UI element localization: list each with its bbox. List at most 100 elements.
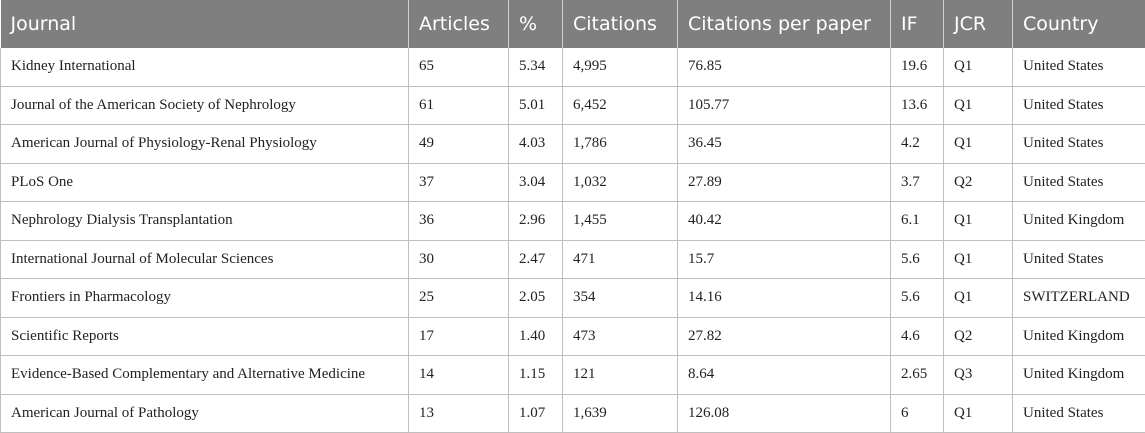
- cell-citations-per-paper: 8.64: [677, 355, 891, 395]
- cell-journal: Frontiers in Pharmacology: [0, 278, 409, 318]
- cell-percent: 2.05: [508, 278, 563, 318]
- header-citations: Citations: [562, 0, 678, 48]
- cell-journal: Nephrology Dialysis Transplantation: [0, 201, 409, 241]
- header-journal: Journal: [0, 0, 409, 48]
- cell-percent: 2.47: [508, 240, 563, 279]
- cell-citations-per-paper: 27.89: [677, 163, 891, 202]
- cell-articles: 36: [408, 201, 509, 241]
- cell-journal: Evidence-Based Complementary and Alterna…: [0, 355, 409, 395]
- cell-citations: 121: [562, 355, 678, 395]
- table-row: International Journal of Molecular Scien…: [0, 240, 1145, 279]
- cell-impact-factor: 5.6: [890, 278, 944, 318]
- cell-articles: 25: [408, 278, 509, 318]
- cell-impact-factor: 4.2: [890, 124, 944, 164]
- cell-country: United States: [1012, 124, 1145, 164]
- cell-jcr: Q1: [943, 240, 1013, 279]
- cell-articles: 14: [408, 355, 509, 395]
- cell-impact-factor: 3.7: [890, 163, 944, 202]
- cell-country: United States: [1012, 48, 1145, 87]
- cell-citations: 1,455: [562, 201, 678, 241]
- cell-citations-per-paper: 40.42: [677, 201, 891, 241]
- cell-journal: International Journal of Molecular Scien…: [0, 240, 409, 279]
- cell-citations-per-paper: 105.77: [677, 86, 891, 125]
- cell-journal: Journal of the American Society of Nephr…: [0, 86, 409, 125]
- cell-citations-per-paper: 76.85: [677, 48, 891, 87]
- table-row: American Journal of Pathology 13 1.07 1,…: [0, 394, 1145, 433]
- table-row: Scientific Reports 17 1.40 473 27.82 4.6…: [0, 317, 1145, 356]
- header-articles: Articles: [408, 0, 509, 48]
- cell-country: United Kingdom: [1012, 355, 1145, 395]
- cell-impact-factor: 4.6: [890, 317, 944, 356]
- header-row: Journal Articles % Citations Citations p…: [0, 0, 1145, 48]
- cell-country: United States: [1012, 86, 1145, 125]
- cell-journal: American Journal of Pathology: [0, 394, 409, 433]
- table-row: Nephrology Dialysis Transplantation 36 2…: [0, 201, 1145, 241]
- cell-percent: 1.15: [508, 355, 563, 395]
- cell-citations-per-paper: 126.08: [677, 394, 891, 433]
- cell-citations: 6,452: [562, 86, 678, 125]
- cell-citations-per-paper: 36.45: [677, 124, 891, 164]
- cell-articles: 17: [408, 317, 509, 356]
- cell-jcr: Q2: [943, 317, 1013, 356]
- cell-impact-factor: 2.65: [890, 355, 944, 395]
- cell-jcr: Q3: [943, 355, 1013, 395]
- table-row: American Journal of Physiology-Renal Phy…: [0, 124, 1145, 164]
- cell-country: SWITZERLAND: [1012, 278, 1145, 318]
- header-percent: %: [508, 0, 563, 48]
- cell-citations: 471: [562, 240, 678, 279]
- cell-articles: 13: [408, 394, 509, 433]
- cell-percent: 3.04: [508, 163, 563, 202]
- cell-jcr: Q1: [943, 278, 1013, 318]
- cell-jcr: Q1: [943, 86, 1013, 125]
- cell-country: United States: [1012, 394, 1145, 433]
- cell-jcr: Q2: [943, 163, 1013, 202]
- cell-country: United States: [1012, 240, 1145, 279]
- cell-articles: 65: [408, 48, 509, 87]
- cell-jcr: Q1: [943, 394, 1013, 433]
- cell-citations: 473: [562, 317, 678, 356]
- cell-articles: 61: [408, 86, 509, 125]
- cell-journal: American Journal of Physiology-Renal Phy…: [0, 124, 409, 164]
- cell-impact-factor: 13.6: [890, 86, 944, 125]
- cell-country: United States: [1012, 163, 1145, 202]
- cell-percent: 1.07: [508, 394, 563, 433]
- cell-percent: 1.40: [508, 317, 563, 356]
- cell-journal: Scientific Reports: [0, 317, 409, 356]
- table-row: Kidney International 65 5.34 4,995 76.85…: [0, 48, 1145, 87]
- cell-country: United Kingdom: [1012, 201, 1145, 241]
- cell-citations-per-paper: 15.7: [677, 240, 891, 279]
- cell-articles: 37: [408, 163, 509, 202]
- cell-impact-factor: 6.1: [890, 201, 944, 241]
- cell-impact-factor: 6: [890, 394, 944, 433]
- cell-journal: PLoS One: [0, 163, 409, 202]
- table-row: Frontiers in Pharmacology 25 2.05 354 14…: [0, 278, 1145, 318]
- table-row: Journal of the American Society of Nephr…: [0, 86, 1145, 125]
- cell-citations: 1,032: [562, 163, 678, 202]
- cell-citations: 354: [562, 278, 678, 318]
- cell-percent: 4.03: [508, 124, 563, 164]
- header-jcr: JCR: [943, 0, 1013, 48]
- cell-journal: Kidney International: [0, 48, 409, 87]
- cell-impact-factor: 19.6: [890, 48, 944, 87]
- cell-citations-per-paper: 14.16: [677, 278, 891, 318]
- cell-articles: 49: [408, 124, 509, 164]
- header-country: Country: [1012, 0, 1145, 48]
- cell-jcr: Q1: [943, 201, 1013, 241]
- cell-percent: 5.34: [508, 48, 563, 87]
- cell-percent: 5.01: [508, 86, 563, 125]
- cell-jcr: Q1: [943, 48, 1013, 87]
- table-row: PLoS One 37 3.04 1,032 27.89 3.7 Q2 Unit…: [0, 163, 1145, 202]
- cell-impact-factor: 5.6: [890, 240, 944, 279]
- header-impact-factor: IF: [890, 0, 944, 48]
- cell-citations: 1,786: [562, 124, 678, 164]
- cell-citations: 4,995: [562, 48, 678, 87]
- cell-citations: 1,639: [562, 394, 678, 433]
- cell-jcr: Q1: [943, 124, 1013, 164]
- table-row: Evidence-Based Complementary and Alterna…: [0, 355, 1145, 395]
- cell-country: United Kingdom: [1012, 317, 1145, 356]
- header-citations-per-paper: Citations per paper: [677, 0, 891, 48]
- cell-citations-per-paper: 27.82: [677, 317, 891, 356]
- cell-percent: 2.96: [508, 201, 563, 241]
- cell-articles: 30: [408, 240, 509, 279]
